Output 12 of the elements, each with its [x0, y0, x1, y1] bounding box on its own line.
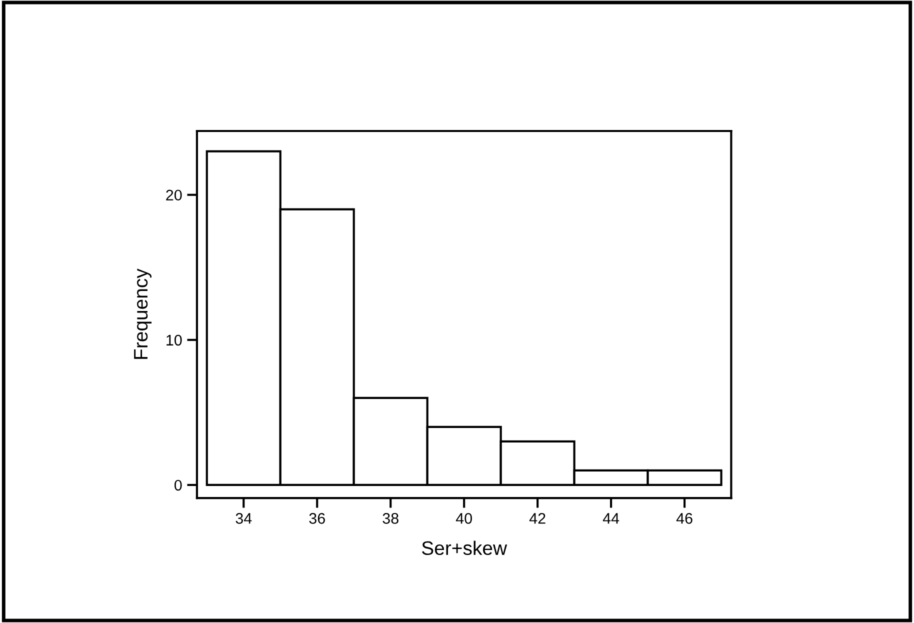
x-tick-label: 38	[382, 513, 398, 524]
x-tick-label: 36	[309, 513, 325, 524]
x-tick-label: 46	[676, 513, 692, 524]
x-tick-label: 40	[456, 513, 472, 524]
x-tick-label: 42	[529, 513, 546, 524]
y-tick-label: 20	[166, 190, 182, 201]
y-tick-label: 10	[166, 334, 182, 346]
x-tick-label: 34	[236, 513, 252, 524]
x-axis-title: Ser+skew	[422, 540, 508, 556]
y-tick-label: 0	[174, 480, 182, 491]
x-tick-label: 44	[602, 513, 620, 524]
y-axis-title: Frequency	[134, 268, 152, 359]
